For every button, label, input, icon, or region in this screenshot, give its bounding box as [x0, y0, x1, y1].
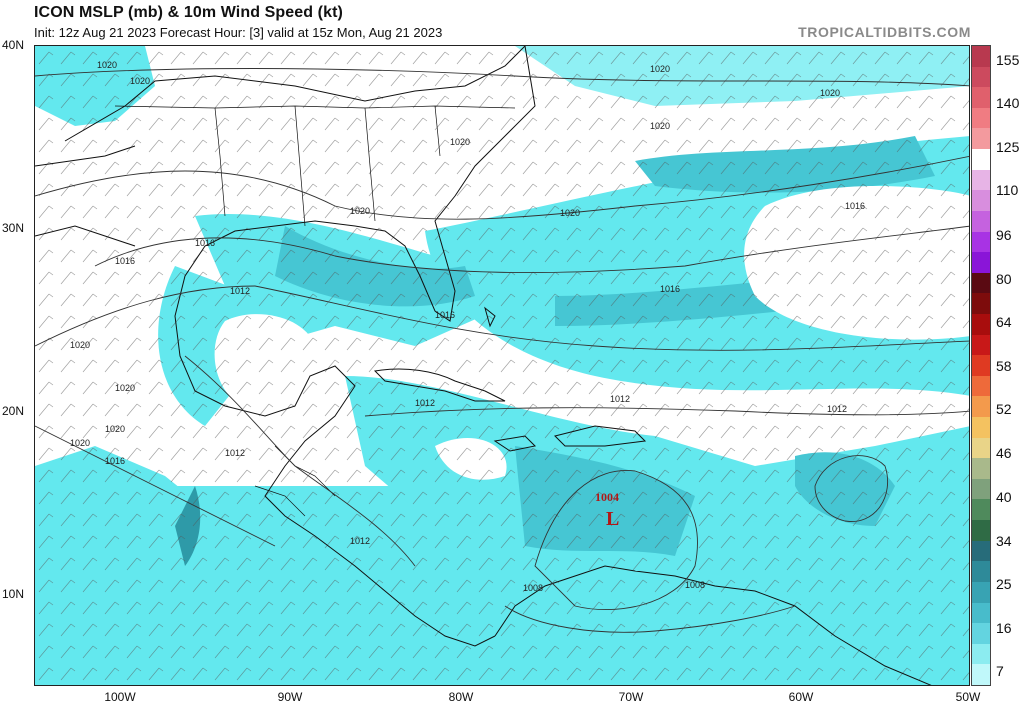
colorbar-segment	[972, 87, 990, 109]
colorbar-segment	[972, 149, 990, 171]
isobar-label: 1008	[685, 580, 705, 590]
colorbar-segment	[972, 169, 990, 191]
colorbar-label: 46	[996, 445, 1012, 461]
isobar-label: 1020	[70, 340, 90, 350]
colorbar-segment	[972, 334, 990, 356]
colorbar-label: 80	[996, 271, 1012, 287]
political-borders	[114, 105, 516, 517]
colorbar-segment	[972, 107, 990, 129]
lon-label: 80W	[448, 690, 474, 704]
colorbar-segment	[972, 581, 990, 604]
colorbar-segment	[972, 396, 990, 418]
colorbar-segment	[972, 231, 990, 253]
colorbar-segment	[972, 190, 990, 212]
low-pressure-value: 1004	[595, 490, 619, 504]
colorbar-label: 140	[996, 95, 1020, 111]
isobar-label: 1016	[115, 256, 135, 266]
low-pressure-symbol: L	[606, 508, 619, 530]
lon-label: 70W	[618, 690, 644, 704]
colorbar-label: 52	[996, 401, 1012, 417]
colorbar-segment	[972, 499, 990, 521]
colorbar-segment	[972, 355, 990, 377]
colorbar-segment	[972, 602, 990, 624]
isobar-label: 1012	[415, 398, 435, 408]
isobar-label: 1016	[660, 284, 680, 294]
colorbar-segment	[972, 643, 990, 665]
isobar-label: 1008	[523, 583, 543, 593]
isobar-label: 1020	[130, 76, 150, 86]
isobar-label: 1020	[650, 64, 670, 74]
colorbar-segment	[972, 375, 990, 397]
isobar-label: 1020	[820, 88, 840, 98]
isobar-label: 1016	[105, 456, 125, 466]
colorbar-segment	[972, 66, 990, 88]
lat-label: 40N	[2, 38, 25, 52]
colorbar-segment	[972, 437, 990, 459]
colorbar-label: 40	[996, 489, 1012, 505]
isobar-label: 1020	[70, 438, 90, 448]
colorbar-label: 96	[996, 227, 1012, 243]
colorbar-label: 7	[996, 663, 1004, 679]
isobar-label: 1012	[350, 536, 370, 546]
colorbar-segment	[972, 623, 990, 645]
weather-map: 1020 1020 1020 1020 1020 1020 1020 1020 …	[34, 45, 970, 686]
isobar-label: 1020	[115, 383, 135, 393]
isobar-label: 1012	[610, 394, 630, 404]
isobar-label: 1012	[230, 286, 250, 296]
wind-barbs	[35, 46, 969, 685]
colorbar-segment	[972, 664, 990, 686]
colorbar-segment	[972, 561, 990, 583]
colorbar-segment	[972, 128, 990, 150]
lon-label: 100W	[104, 690, 136, 704]
isobar-label: 1016	[195, 238, 215, 248]
isobar-label: 1020	[350, 206, 370, 216]
colorbar-label: 58	[996, 358, 1012, 374]
isobar-label: 1020	[97, 60, 117, 70]
colorbar-label: 110	[996, 182, 1019, 198]
map-canvas: 1020 1020 1020 1020 1020 1020 1020 1020 …	[35, 46, 969, 685]
isobar-label: 1016	[435, 310, 455, 320]
colorbar-label: 64	[996, 314, 1012, 330]
isobar-label: 1012	[225, 448, 245, 458]
isobar-labels: 1020 1020 1020 1020 1020 1020 1020 1020 …	[70, 60, 865, 593]
colorbar-segment	[972, 272, 990, 294]
lon-label: 60W	[788, 690, 814, 704]
coastlines	[35, 46, 932, 685]
colorbar-label: 34	[996, 533, 1012, 549]
colorbar-segment	[972, 520, 990, 542]
chart-subtitle: Init: 12z Aug 21 2023 Forecast Hour: [3]…	[34, 25, 443, 40]
lon-label: 50W	[955, 690, 981, 704]
colorbar-label: 125	[996, 139, 1020, 155]
lat-label: 30N	[2, 221, 25, 235]
colorbar-label: 25	[996, 576, 1012, 592]
lon-label: 90W	[277, 690, 303, 704]
colorbar-segment	[972, 293, 990, 315]
isobar-label: 1020	[450, 137, 470, 147]
lat-label: 20N	[2, 404, 25, 418]
chart-title: ICON MSLP (mb) & 10m Wind Speed (kt)	[34, 4, 343, 21]
lat-label: 10N	[2, 587, 25, 601]
isobar-label: 1020	[650, 121, 670, 131]
colorbar-label: 16	[996, 620, 1012, 636]
low-pressure-center: 1004 L	[595, 490, 619, 530]
colorbar-label: 155	[996, 52, 1020, 68]
colorbar-segment	[972, 313, 990, 336]
isobar-label: 1020	[560, 208, 580, 218]
colorbar-segment	[972, 540, 990, 562]
colorbar-segment	[972, 252, 990, 274]
colorbar-segment	[972, 210, 990, 232]
isobars	[35, 68, 969, 633]
colorbar-segment	[972, 478, 990, 500]
isobar-label: 1016	[845, 201, 865, 211]
brand-watermark: TROPICALTIDBITS.COM	[798, 24, 971, 40]
colorbar-segment	[972, 458, 990, 480]
isobar-label: 1012	[827, 404, 847, 414]
wind-speed-colorbar	[971, 45, 991, 686]
colorbar-segment	[972, 46, 990, 68]
isobar-label: 1020	[105, 424, 125, 434]
colorbar-segment	[972, 417, 990, 439]
